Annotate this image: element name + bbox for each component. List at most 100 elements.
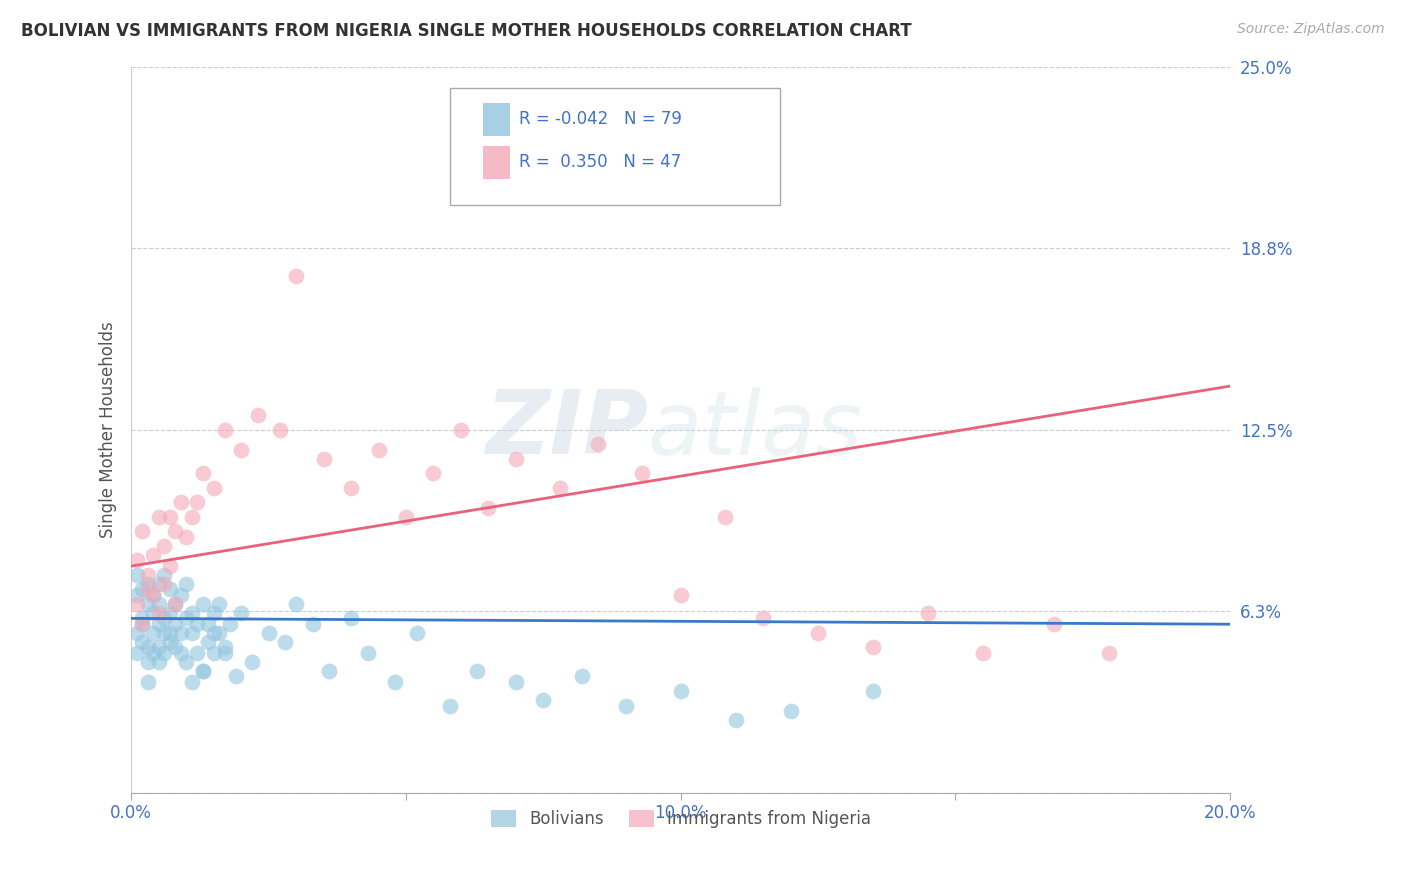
Point — [367, 442, 389, 457]
Point — [170, 646, 193, 660]
Point — [340, 481, 363, 495]
Point — [131, 634, 153, 648]
Point — [312, 451, 335, 466]
Text: Source: ZipAtlas.com: Source: ZipAtlas.com — [1237, 22, 1385, 37]
Point — [477, 501, 499, 516]
Point — [159, 509, 181, 524]
Point — [301, 617, 323, 632]
Point — [202, 606, 225, 620]
Point — [191, 664, 214, 678]
Point — [125, 597, 148, 611]
Point — [153, 646, 176, 660]
Point — [548, 481, 571, 495]
Point — [159, 606, 181, 620]
Point — [505, 675, 527, 690]
Point — [180, 675, 202, 690]
Point — [631, 466, 654, 480]
Point — [186, 495, 208, 509]
Point — [125, 567, 148, 582]
Point — [142, 646, 165, 660]
Point — [153, 539, 176, 553]
Point — [285, 597, 308, 611]
Point — [131, 582, 153, 597]
Point — [170, 588, 193, 602]
FancyBboxPatch shape — [482, 146, 510, 179]
Point — [505, 451, 527, 466]
Point — [1043, 617, 1066, 632]
Point — [136, 582, 159, 597]
Text: ZIP: ZIP — [485, 386, 648, 473]
Point — [165, 524, 187, 539]
Point — [467, 664, 489, 678]
Point — [142, 626, 165, 640]
Point — [450, 423, 472, 437]
Point — [142, 588, 165, 602]
Point — [225, 669, 247, 683]
Point — [170, 626, 193, 640]
Point — [125, 553, 148, 567]
Point — [131, 617, 153, 632]
Point — [153, 611, 176, 625]
Point — [208, 626, 231, 640]
Legend: Bolivians, Immigrants from Nigeria: Bolivians, Immigrants from Nigeria — [484, 804, 877, 835]
Point — [174, 576, 197, 591]
Point — [917, 606, 939, 620]
Point — [191, 664, 214, 678]
Point — [972, 646, 994, 660]
Point — [669, 684, 692, 698]
Point — [807, 626, 830, 640]
Point — [153, 626, 176, 640]
Point — [174, 611, 197, 625]
Point — [340, 611, 363, 625]
Point — [125, 588, 148, 602]
Point — [153, 567, 176, 582]
Point — [165, 597, 187, 611]
Point — [191, 466, 214, 480]
Point — [208, 597, 231, 611]
Point — [148, 576, 170, 591]
Point — [724, 713, 747, 727]
Point — [180, 509, 202, 524]
Point — [257, 626, 280, 640]
Point — [779, 704, 801, 718]
Point — [669, 588, 692, 602]
Point — [148, 617, 170, 632]
Point — [214, 640, 236, 655]
Point — [165, 617, 187, 632]
Point — [571, 669, 593, 683]
Point — [713, 509, 735, 524]
Point — [125, 626, 148, 640]
Point — [439, 698, 461, 713]
Point — [219, 617, 242, 632]
Point — [136, 675, 159, 690]
Text: R = -0.042   N = 79: R = -0.042 N = 79 — [519, 110, 682, 128]
FancyBboxPatch shape — [482, 103, 510, 136]
Point — [269, 423, 291, 437]
Point — [136, 567, 159, 582]
Text: R =  0.350   N = 47: R = 0.350 N = 47 — [519, 153, 682, 171]
Point — [274, 634, 297, 648]
Point — [231, 442, 253, 457]
Point — [202, 646, 225, 660]
Text: atlas: atlas — [648, 386, 863, 473]
Point — [395, 509, 418, 524]
Point — [125, 646, 148, 660]
Point — [191, 597, 214, 611]
Point — [136, 655, 159, 669]
Point — [384, 675, 406, 690]
Point — [148, 640, 170, 655]
Point — [202, 626, 225, 640]
Point — [136, 576, 159, 591]
Point — [142, 606, 165, 620]
Point — [136, 597, 159, 611]
Point — [588, 437, 610, 451]
Point — [285, 268, 308, 283]
Point — [180, 626, 202, 640]
Point — [356, 646, 378, 660]
Point — [422, 466, 444, 480]
Point — [231, 606, 253, 620]
Point — [165, 597, 187, 611]
Point — [142, 548, 165, 562]
Point — [1098, 646, 1121, 660]
Point — [159, 582, 181, 597]
